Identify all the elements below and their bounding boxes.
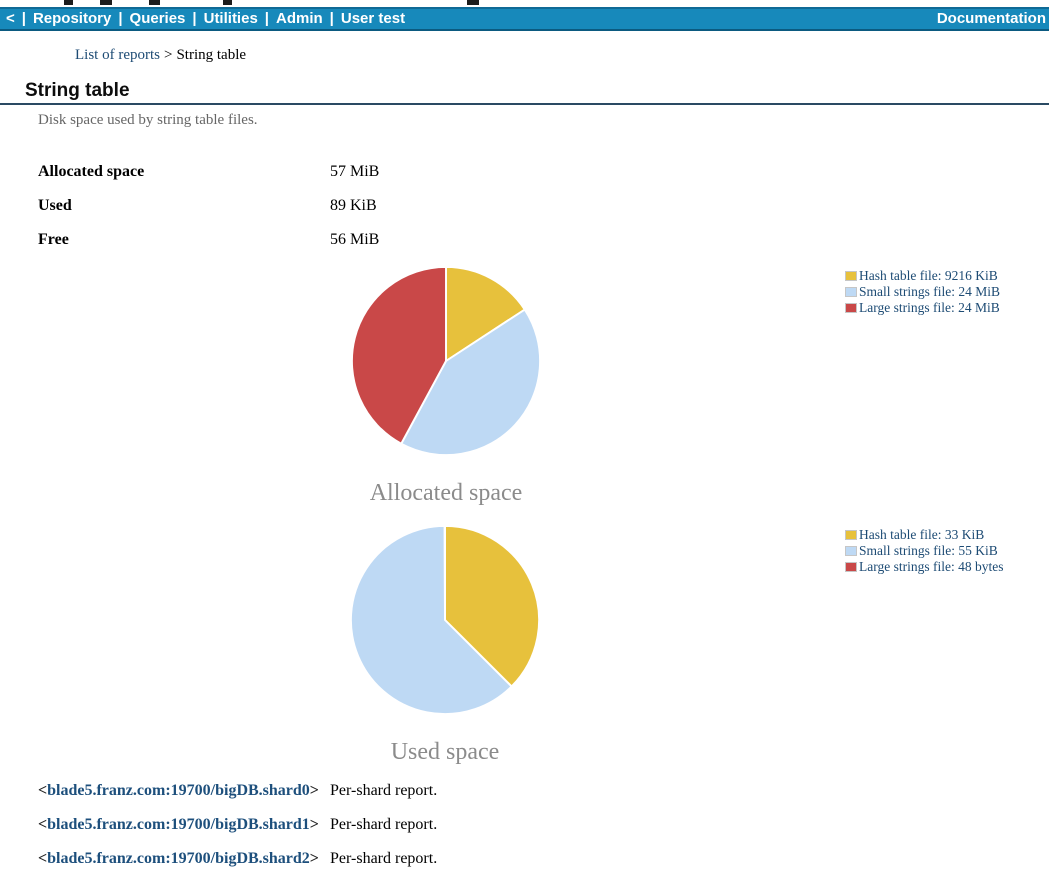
pie-slice-small-strings-file	[399, 308, 542, 457]
page-title: String table	[25, 80, 130, 101]
legend-label: Hash table file: 33 KiB	[859, 527, 985, 542]
nav-separator: |	[329, 10, 334, 27]
legend-swatch	[845, 562, 857, 572]
top-navbar: < | Repository | Queries | Utilities | Admin | Use…	[0, 7, 1049, 31]
nav-separator: |	[264, 10, 269, 27]
legend-0: Hash table file: 9216 KiB Small strings f…	[845, 268, 1000, 316]
stat-value: 57 MiB	[330, 163, 380, 180]
legend-label: Small strings file: 24 MiB	[859, 284, 1001, 299]
nav-separator: |	[192, 10, 197, 27]
title-divider	[0, 103, 1049, 105]
breadcrumb-separator: >	[163, 47, 173, 63]
legend-label: Small strings file: 55 KiB	[859, 543, 998, 558]
legend-swatch	[845, 546, 857, 556]
shard-report-text: Per-shard report.	[330, 816, 438, 833]
legend-swatch	[845, 303, 857, 313]
pie-slice-small-strings-file	[349, 524, 513, 716]
shard-report-text: Per-shard report.	[330, 850, 438, 867]
documentation-link[interactable]: Documentation	[936, 10, 1046, 27]
legend-swatch	[845, 287, 857, 297]
stat-value: 89 KiB	[330, 197, 377, 214]
back-chevron[interactable]: <	[6, 10, 15, 27]
shard-report-text: Per-shard report.	[330, 782, 438, 799]
nav-separator: |	[21, 10, 26, 27]
stat-row: Used 89 KiB	[38, 197, 379, 231]
chart-caption-allocated: Allocated space	[369, 480, 523, 506]
shard-link-bracket: >	[309, 782, 319, 799]
stat-row: Allocated space 57 MiB	[38, 163, 379, 197]
legend-row: Hash table file: 33 KiB	[845, 527, 1003, 543]
shard-link-bracket: <	[38, 850, 48, 867]
shard-link-bracket: <	[38, 782, 48, 799]
stat-label: Allocated space	[38, 163, 145, 180]
legend-1: Hash table file: 33 KiB Small strings fil…	[845, 527, 1003, 575]
legend-row: Small strings file: 55 KiB	[845, 543, 1003, 559]
legend-label: Large strings file: 48 bytes	[859, 559, 1004, 574]
legend-label: Hash table file: 9216 KiB	[859, 268, 998, 283]
nav-item-user-test[interactable]: User test	[340, 10, 406, 27]
pie-slice-large-strings-file	[350, 265, 447, 446]
nav-items: < | Repository | Queries | Utilities | Admin | Use…	[6, 9, 405, 29]
stat-value: 56 MiB	[330, 231, 380, 248]
legend-row: Large strings file: 48 bytes	[845, 559, 1003, 575]
legend-row: Small strings file: 24 MiB	[845, 284, 1000, 300]
stats-table: Allocated space 57 MiB Used 89 KiB Free 56 Mi…	[38, 163, 379, 265]
breadcrumb: List of reports > String table	[75, 47, 246, 64]
shard-link-bracket: >	[309, 816, 319, 833]
legend-swatch	[845, 271, 857, 281]
breadcrumb-current: String table	[176, 47, 247, 63]
nav-item-repository[interactable]: Repository	[32, 10, 112, 27]
shard-link[interactable]: blade5.franz.com:19700/bigDB.shard0	[47, 782, 310, 799]
legend-row: Hash table file: 9216 KiB	[845, 268, 1000, 284]
legend-row: Large strings file: 24 MiB	[845, 300, 1000, 316]
shard-row: <blade5.franz.com:19700/bigDB.shard1> Per…	[38, 815, 738, 835]
nav-item-admin[interactable]: Admin	[276, 10, 323, 27]
shard-row: <blade5.franz.com:19700/bigDB.shard2> Per…	[38, 849, 738, 869]
shard-link[interactable]: blade5.franz.com:19700/bigDB.shard2	[47, 850, 310, 867]
stat-label: Used	[38, 197, 72, 214]
legend-label: Large strings file: 24 MiB	[859, 300, 1000, 315]
nav-item-queries[interactable]: Queries	[129, 10, 186, 27]
page-description: Disk space used by string table files.	[38, 112, 258, 128]
legend-swatch	[845, 530, 857, 540]
nav-item-utilities[interactable]: Utilities	[203, 10, 258, 27]
nav-separator: |	[118, 10, 123, 27]
shard-link[interactable]: blade5.franz.com:19700/bigDB.shard1	[47, 816, 310, 833]
stat-row: Free 56 MiB	[38, 231, 379, 265]
pie-chart-0	[350, 265, 542, 457]
pie-slice-hash-table-file	[445, 265, 527, 363]
pie-chart-1	[349, 524, 541, 716]
breadcrumb-list-of-reports[interactable]: List of reports	[75, 47, 160, 63]
shard-link-bracket: <	[38, 816, 48, 833]
stat-label: Free	[38, 231, 69, 248]
chart-caption-used: Used space	[390, 739, 500, 765]
shard-link-bracket: >	[309, 850, 319, 867]
pie-slice-hash-table-file	[444, 524, 541, 688]
shard-row: <blade5.franz.com:19700/bigDB.shard0> Per…	[38, 781, 738, 801]
